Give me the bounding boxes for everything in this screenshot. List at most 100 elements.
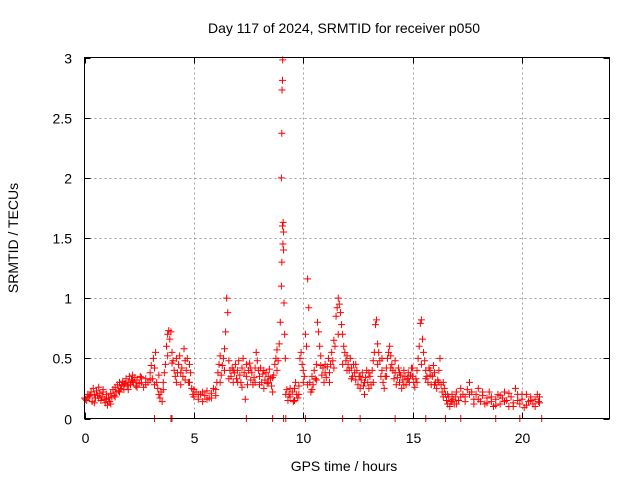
data-point [278, 129, 286, 137]
data-point [177, 381, 185, 389]
data-point [431, 381, 438, 389]
data-point [522, 401, 530, 409]
y-tick-labels: 0 0.5 1 1.5 2 2.5 3 [53, 51, 73, 428]
data-point [201, 392, 209, 400]
data-point [124, 386, 132, 394]
data-point [492, 395, 500, 403]
data-point [375, 348, 383, 356]
data-point [414, 354, 422, 362]
data-point [400, 381, 408, 389]
data-point [501, 398, 508, 406]
data-point [260, 366, 268, 374]
data-point [95, 383, 103, 391]
data-point [295, 382, 303, 390]
data-point [353, 366, 361, 374]
data-point [466, 378, 473, 386]
data-point [277, 174, 285, 182]
data-point [133, 376, 141, 384]
data-point [436, 354, 444, 362]
data-point [281, 354, 289, 362]
data-point [280, 299, 288, 307]
data-point [280, 228, 288, 236]
data-point [177, 369, 185, 377]
data-point [483, 399, 491, 407]
data-point [422, 375, 430, 383]
data-point [217, 371, 225, 379]
data-point [125, 372, 133, 380]
data-point [398, 384, 406, 392]
data-point [466, 390, 473, 398]
data-point [382, 372, 390, 380]
data-point [137, 374, 145, 382]
data-point [362, 374, 370, 382]
data-point [275, 340, 283, 348]
data-point [107, 400, 115, 408]
data-point [168, 359, 176, 367]
data-point [279, 240, 287, 248]
y-tick-label: 0 [64, 412, 72, 428]
y-tick-label: 1.5 [53, 231, 73, 247]
data-point [292, 378, 300, 386]
data-point [352, 360, 360, 368]
data-point [269, 374, 277, 382]
data-point [215, 360, 223, 368]
data-point [312, 376, 320, 384]
y-tick-label: 1 [64, 291, 72, 307]
data-point [242, 372, 250, 380]
data-point [399, 376, 407, 384]
data-point [474, 384, 482, 392]
data-point [298, 360, 306, 368]
data-point [308, 386, 316, 394]
data-point [435, 378, 443, 386]
data-point [181, 376, 189, 384]
data-point [457, 393, 465, 401]
data-point [326, 378, 333, 386]
data-point [178, 364, 186, 372]
data-point [365, 369, 373, 377]
data-point [347, 364, 355, 372]
data-point [129, 377, 137, 385]
data-point [342, 357, 350, 365]
data-point [463, 386, 471, 394]
data-point [186, 360, 193, 368]
data-point [289, 398, 297, 406]
data-point [291, 396, 298, 404]
data-point [90, 390, 98, 398]
data-point [328, 348, 336, 356]
data-point [431, 369, 438, 377]
data-point [435, 366, 443, 374]
chart-title: Day 117 of 2024, SRMTID for receiver p05… [208, 20, 480, 36]
data-point [274, 357, 282, 365]
data-point [296, 354, 304, 362]
data-point [263, 380, 271, 388]
data-point [199, 398, 207, 406]
data-point [288, 388, 296, 396]
data-point [322, 374, 330, 382]
data-point [412, 375, 420, 383]
data-point [487, 393, 495, 401]
data-point [311, 375, 319, 383]
data-point [90, 399, 98, 407]
data-point [239, 354, 247, 362]
data-point [203, 395, 211, 403]
y-tick-label: 3 [64, 51, 72, 67]
data-point [440, 384, 448, 392]
data-point [123, 382, 131, 390]
data-point [531, 402, 539, 410]
data-point [146, 369, 154, 377]
data-point [280, 246, 288, 254]
data-point [111, 393, 119, 401]
data-point [433, 384, 441, 392]
data-point [501, 388, 508, 396]
data-point [278, 222, 286, 230]
data-point [136, 372, 144, 380]
data-point [190, 386, 198, 394]
data-points [81, 56, 546, 422]
data-point [343, 366, 351, 374]
data-point [252, 348, 260, 356]
x-tick-label: 5 [191, 430, 199, 446]
data-point [443, 396, 451, 404]
y-tick-label: 0.5 [53, 351, 73, 367]
data-point [219, 354, 227, 362]
data-point [317, 352, 325, 360]
